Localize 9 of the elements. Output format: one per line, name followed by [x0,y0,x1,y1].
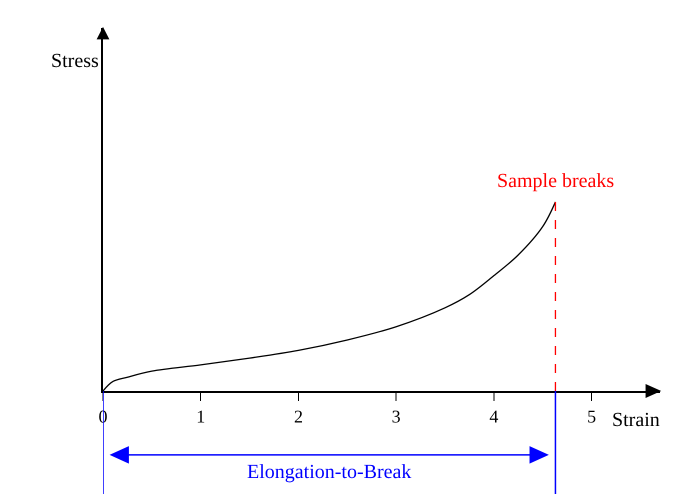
x-tick-label: 2 [294,406,303,426]
x-tick-label: 5 [587,406,596,426]
x-axis-title: Strain [612,409,660,431]
x-tick-label: 4 [489,406,498,426]
x-tick-label: 1 [196,406,206,426]
ref-line-label: Sample breaks [497,170,614,192]
x-tick-label: 3 [392,406,401,426]
text: Stress [51,50,99,72]
text: Elongation-to-Break [247,461,412,483]
